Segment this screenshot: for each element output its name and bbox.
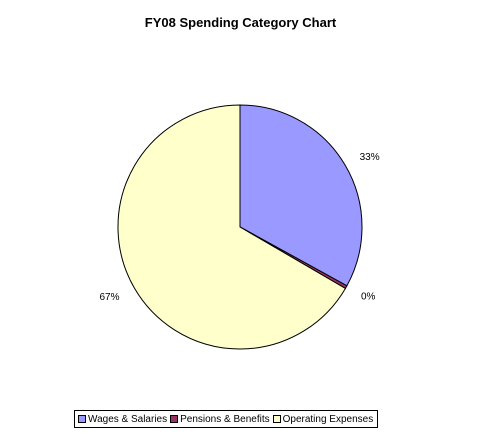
legend-swatch-wages-salaries [78,415,86,423]
pie-label-wages-salaries: 33% [360,152,380,163]
legend-swatch-operating-expenses [272,415,281,423]
legend-item-operating-expenses: Operating Expenses [272,413,374,425]
legend-swatch-pensions-benefits [170,415,179,423]
chart-legend: Wages & Salaries Pensions & Benefits Ope… [74,410,379,428]
legend-label-wages-salaries: Wages & Salaries [88,413,168,425]
pie-slice-operating-expenses [117,104,347,350]
pie-slice-wages-salaries [239,104,363,287]
legend-item-wages-salaries: Wages & Salaries [78,414,167,425]
legend-item-pensions-benefits: Pensions & Benefits [170,414,270,425]
pie-label-operating-expenses: 67% [99,292,119,303]
pie-label-pensions-benefits: 0% [361,292,376,303]
chart-title: FY08 Spending Category Chart [144,15,337,30]
legend-label-pensions-benefits: Pensions & Benefits [180,413,270,425]
legend-label-operating-expenses: Operating Expenses [282,413,374,425]
